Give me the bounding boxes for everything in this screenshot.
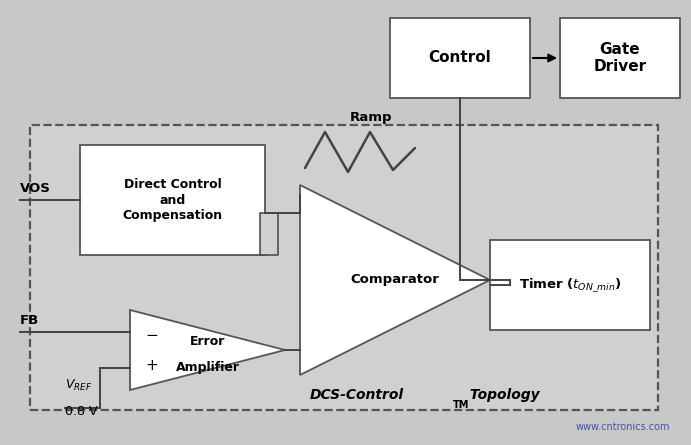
Bar [30,125,658,410]
Text: www.cntronics.com: www.cntronics.com [576,422,670,432]
Polygon shape [300,185,490,375]
Text: Timer ($t_{ON\_min}$): Timer ($t_{ON\_min}$) [519,276,621,294]
Text: Direct Control
and
Compensation: Direct Control and Compensation [122,178,223,222]
Text: 0.8 V: 0.8 V [65,405,97,418]
Text: Gate
Driver: Gate Driver [594,42,647,74]
Text: TM: TM [453,400,469,410]
Bar [560,18,680,98]
Text: Error: Error [190,335,225,348]
Text: Topology: Topology [465,388,540,402]
Text: Comparator: Comparator [350,274,439,287]
Polygon shape [130,310,285,390]
Bar [260,213,278,255]
Text: FB: FB [20,313,39,327]
Text: Ramp: Ramp [350,112,392,125]
Bar [390,18,530,98]
Text: DCS-Control: DCS-Control [310,388,404,402]
Bar [80,145,265,255]
Bar [490,240,650,330]
Text: VOS: VOS [20,182,51,194]
Text: +: + [146,357,158,372]
Text: Amplifier: Amplifier [176,361,240,374]
Text: $V_{REF}$: $V_{REF}$ [65,377,93,392]
Text: −: − [146,328,158,343]
Text: Control: Control [428,50,491,65]
